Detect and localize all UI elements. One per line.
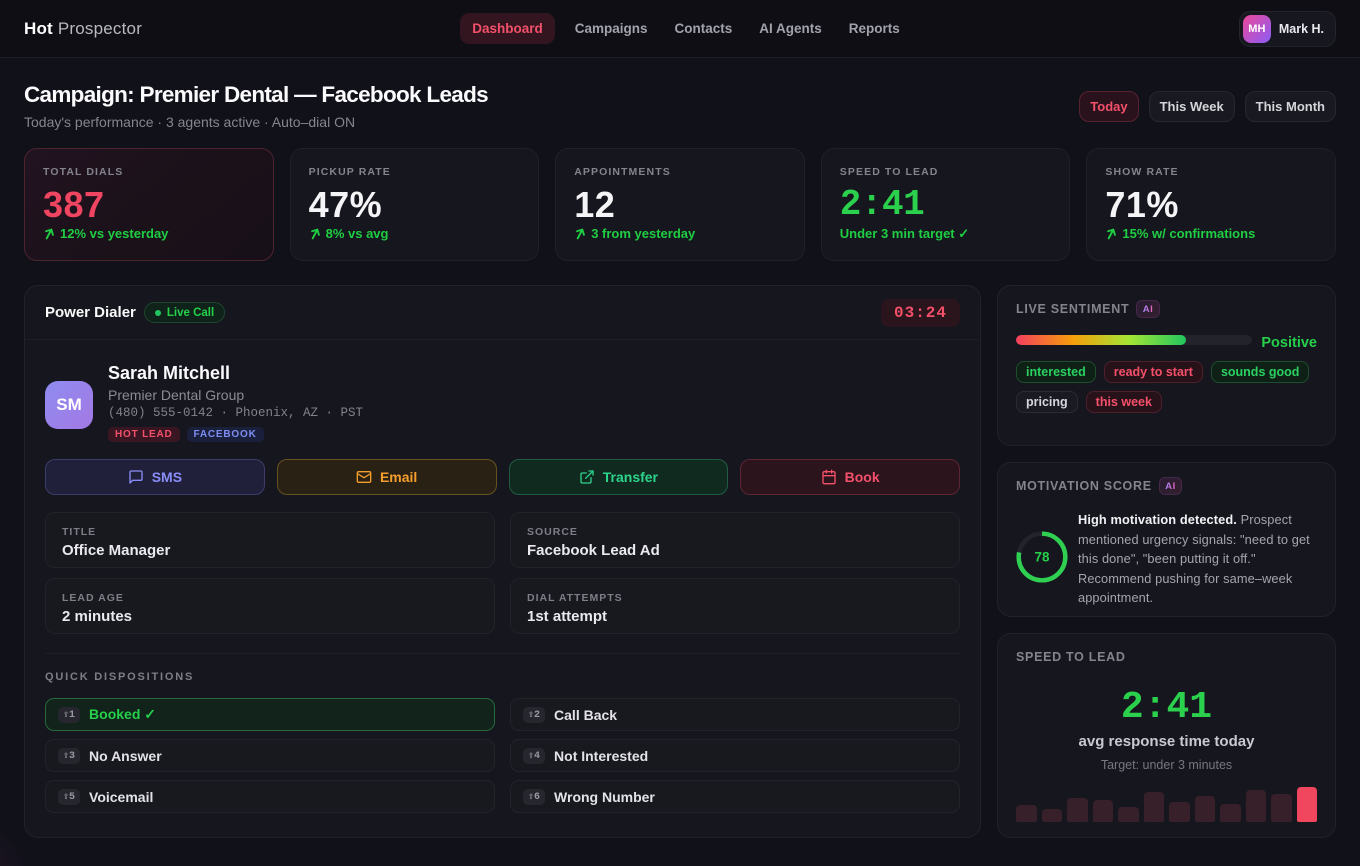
svg-text:78: 78 <box>1035 549 1050 564</box>
